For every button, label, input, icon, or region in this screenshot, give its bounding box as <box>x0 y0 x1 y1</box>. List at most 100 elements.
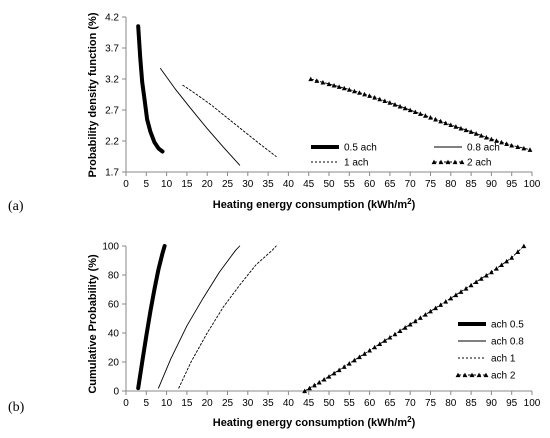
series-marker <box>473 279 479 285</box>
series-marker <box>367 93 372 98</box>
series-marker <box>336 367 342 373</box>
legend-marker <box>483 372 489 378</box>
legend-marker <box>459 159 465 165</box>
series-marker <box>433 116 438 122</box>
legend-marker <box>462 372 468 378</box>
x-tick-label: 50 <box>323 179 335 190</box>
panel-a-series <box>136 24 533 166</box>
legend-marker <box>469 372 475 378</box>
series-marker <box>382 98 388 104</box>
series-marker <box>357 90 362 95</box>
x-tick-label: 30 <box>242 179 254 190</box>
y-tick-label: 20 <box>108 358 120 369</box>
series-marker <box>509 255 515 260</box>
series-marker <box>438 118 444 124</box>
series-marker <box>458 289 464 294</box>
series-marker <box>402 325 408 330</box>
x-tick-label: 85 <box>466 398 478 409</box>
series-marker <box>515 249 521 254</box>
legend-marker <box>438 159 444 165</box>
series-marker <box>443 120 449 126</box>
x-tick-label: 90 <box>486 398 498 409</box>
x-tick-label: 20 <box>202 179 214 190</box>
legend-marker <box>476 372 482 378</box>
series-marker <box>341 364 347 369</box>
y-tick-label: 3.7 <box>105 44 119 55</box>
series-marker <box>326 374 332 379</box>
series-marker <box>448 295 454 301</box>
series-marker <box>336 84 342 89</box>
legend-marker <box>452 159 458 165</box>
x-tick-label: 55 <box>344 179 356 190</box>
series-marker <box>428 308 433 314</box>
legend-label: 2 ach <box>467 158 491 169</box>
y-tick-label: 3.2 <box>105 75 119 86</box>
x-tick-label: 70 <box>405 179 417 190</box>
x-tick-label: 5 <box>144 179 150 190</box>
series-marker <box>308 76 314 82</box>
series-marker <box>478 133 484 138</box>
legend-marker <box>445 159 451 165</box>
series-marker <box>397 103 403 109</box>
x-tick-label: 20 <box>202 398 214 409</box>
series-marker <box>372 95 378 100</box>
panel-b-axes: 0 20 40 60 80 100 0 5 10 15 20 25 30 35 40 45 50 55 60 65 70… <box>102 242 540 410</box>
x-tick-label: 35 <box>263 398 275 409</box>
x-tick-label: 65 <box>384 398 396 409</box>
series-marker <box>331 82 337 88</box>
series-marker <box>314 78 320 83</box>
panel-a-xlabel: Heating energy consumption (kWh/m2) <box>213 197 416 211</box>
x-tick-label: 100 <box>524 179 541 190</box>
x-tick-label: 55 <box>344 398 356 409</box>
series-marker <box>428 115 433 120</box>
series-marker <box>453 292 459 298</box>
x-tick-label: 50 <box>323 398 335 409</box>
x-tick-label: 5 <box>144 398 150 409</box>
series-marker <box>489 136 494 142</box>
series-marker <box>521 145 527 151</box>
series-marker <box>494 266 499 271</box>
x-tick-label: 90 <box>486 179 498 190</box>
panel-b-xlabel: Heating energy consumption (kWh/m2) <box>213 415 416 429</box>
x-tick-label: 15 <box>181 398 193 409</box>
series-marker <box>316 379 322 385</box>
x-tick-label: 80 <box>445 398 457 409</box>
series-marker <box>387 334 393 340</box>
series-line-ach-1 <box>178 245 277 389</box>
series-marker <box>346 361 352 366</box>
series-marker <box>307 385 312 391</box>
series-marker <box>489 269 494 275</box>
series-line-ach-2 <box>304 245 525 392</box>
y-tick-label: 2.7 <box>105 106 119 117</box>
series-marker <box>448 122 454 128</box>
series-marker <box>515 144 521 149</box>
x-tick-label: 45 <box>303 179 315 190</box>
panel-b-series <box>136 243 527 394</box>
series-marker <box>412 109 418 115</box>
panel-a-ylabel: Probability density function (%) <box>87 12 99 177</box>
series-line-ach-08 <box>158 245 241 389</box>
series-marker <box>367 348 372 353</box>
y-tick-label: 100 <box>102 242 119 253</box>
series-marker <box>494 138 499 143</box>
panel-b: (b) 0 20 40 60 80 100 0 5 10 15 20 25 30 35 40 45 50 55 60… <box>8 242 541 430</box>
series-marker <box>438 302 444 307</box>
series-marker <box>412 318 418 324</box>
series-marker <box>499 262 504 268</box>
y-tick-label: 60 <box>108 300 120 311</box>
series-marker <box>397 328 403 333</box>
x-tick-label: 30 <box>242 398 254 409</box>
series-marker <box>468 129 474 134</box>
series-marker <box>302 388 308 394</box>
series-marker <box>463 127 469 133</box>
series-marker <box>407 107 413 113</box>
legend-label: 0.5 ach <box>344 143 377 154</box>
series-marker <box>392 331 398 337</box>
y-tick-label: 40 <box>108 329 120 340</box>
series-marker <box>504 258 510 264</box>
series-marker <box>320 79 326 85</box>
y-tick-label: 2.2 <box>105 137 119 148</box>
series-line-08-ach <box>160 68 241 166</box>
series-line-ach-05 <box>136 244 167 391</box>
